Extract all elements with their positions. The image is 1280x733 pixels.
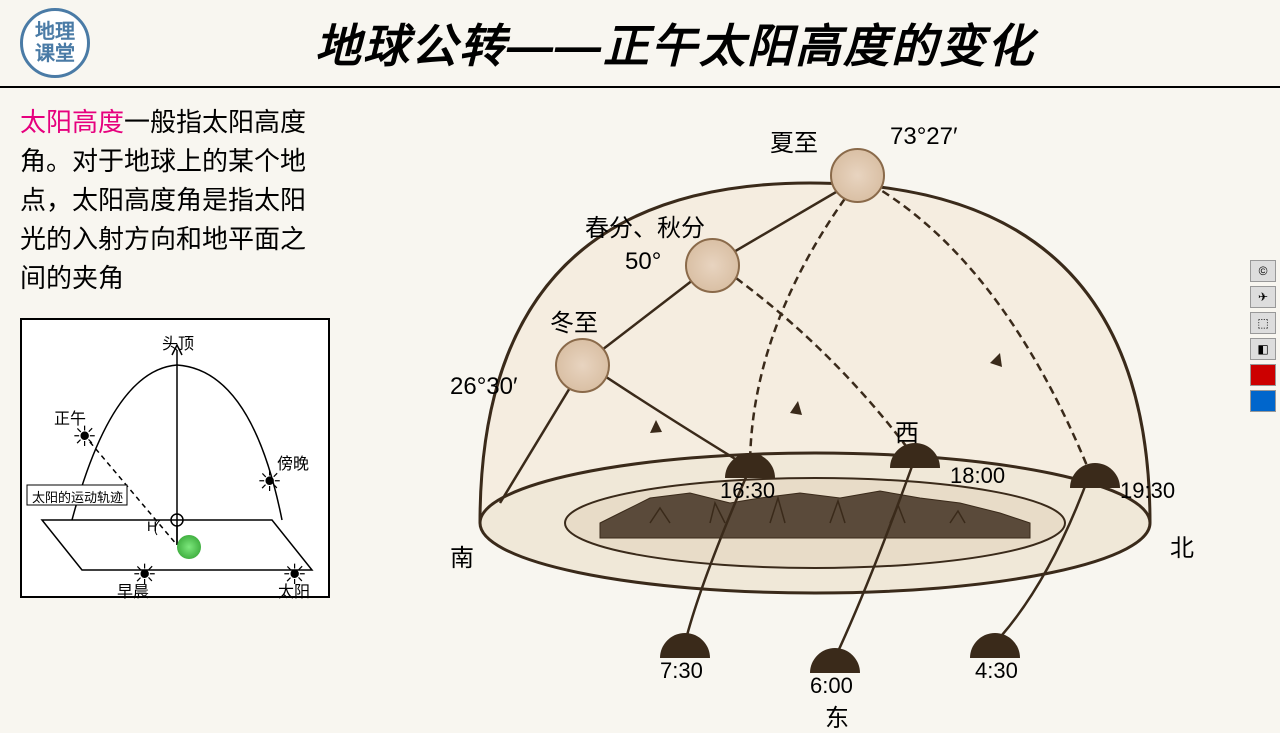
main-diagram: 夏至 73°27′ 春分、秋分 50° 冬至 26°30′ 16:30 西 18… bbox=[350, 103, 1260, 683]
time-sunset-1: 16:30 bbox=[720, 478, 775, 504]
label-west: 西 bbox=[895, 413, 919, 448]
time-sunset-3: 19:30 bbox=[1120, 478, 1175, 504]
sd-label-sun: 太阳 bbox=[278, 578, 310, 602]
tool-icon-3[interactable]: ⬚ bbox=[1250, 312, 1276, 334]
tool-icon-1[interactable]: © bbox=[1250, 260, 1276, 282]
time-sunrise-2: 6:00 bbox=[810, 673, 853, 699]
definition-text: 太阳高度一般指太阳高度角。对于地球上的某个地点，太阳高度角是指太阳光的入射方向和… bbox=[20, 103, 330, 298]
small-diagram: 头顶 ☀ 正午 ☀ 傍晚 ☀ 早晨 ☀ 太阳 太阳的运动轨迹 H bbox=[20, 318, 330, 598]
page-title: 地球公转——正午太阳高度的变化 bbox=[90, 10, 1260, 76]
sd-label-evening: 傍晚 bbox=[277, 450, 309, 474]
tool-icon-blue[interactable] bbox=[1250, 390, 1276, 412]
label-equinox: 春分、秋分 bbox=[585, 208, 705, 243]
page-header: 地理 课堂 地球公转——正午太阳高度的变化 bbox=[0, 0, 1280, 88]
logo-text2: 课堂 bbox=[35, 43, 75, 65]
sd-label-track: 太阳的运动轨迹 bbox=[32, 487, 123, 506]
definition-highlight: 太阳高度 bbox=[20, 107, 124, 137]
time-sunrise-1: 7:30 bbox=[660, 658, 703, 684]
left-panel: 太阳高度一般指太阳高度角。对于地球上的某个地点，太阳高度角是指太阳光的入射方向和… bbox=[20, 103, 330, 683]
time-sunrise-3: 4:30 bbox=[975, 658, 1018, 684]
sd-label-angle: H bbox=[147, 518, 157, 534]
content-area: 太阳高度一般指太阳高度角。对于地球上的某个地点，太阳高度角是指太阳光的入射方向和… bbox=[0, 88, 1280, 698]
label-north: 北 bbox=[1170, 528, 1194, 563]
angle-summer: 73°27′ bbox=[890, 123, 958, 151]
label-summer: 夏至 bbox=[770, 123, 818, 158]
main-diagram-svg bbox=[350, 103, 1250, 703]
tool-icon-4[interactable]: ◧ bbox=[1250, 338, 1276, 360]
logo-badge: 地理 课堂 bbox=[20, 8, 90, 78]
sd-label-morning: 早晨 bbox=[117, 578, 149, 602]
sd-label-noon: 正午 bbox=[54, 405, 86, 429]
angle-equinox: 50° bbox=[625, 248, 661, 276]
tool-icon-red[interactable] bbox=[1250, 364, 1276, 386]
sd-green-marker bbox=[177, 535, 201, 559]
sun-equinox bbox=[685, 238, 740, 293]
tool-icon-2[interactable]: ✈ bbox=[1250, 286, 1276, 308]
angle-winter: 26°30′ bbox=[450, 373, 518, 401]
sd-label-top: 头顶 bbox=[162, 330, 194, 354]
toolbar-sidebar: © ✈ ⬚ ◧ bbox=[1250, 260, 1280, 412]
label-south: 南 bbox=[450, 538, 474, 573]
label-east: 东 bbox=[825, 698, 849, 733]
label-winter: 冬至 bbox=[550, 303, 598, 338]
sun-winter bbox=[555, 338, 610, 393]
sun-summer bbox=[830, 148, 885, 203]
logo-text1: 地理 bbox=[35, 21, 75, 43]
time-sunset-2: 18:00 bbox=[950, 463, 1005, 489]
